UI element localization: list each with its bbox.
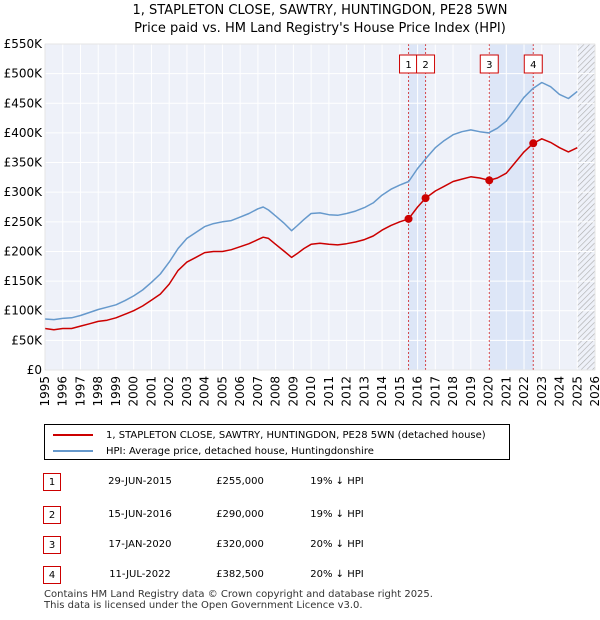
transaction-number: 2 [43,506,61,524]
y-tick-label: £100K [4,304,44,318]
x-tick-label: 2016 [411,376,425,407]
x-tick-label: 2014 [375,376,389,407]
x-tick-label: 2026 [588,376,600,407]
x-tick-label: 2004 [198,376,212,407]
y-tick-label: £0 [27,363,42,377]
x-tick-label: 1995 [38,376,52,407]
legend: 1, STAPLETON CLOSE, SAWTRY, HUNTINGDON, … [44,424,510,460]
y-tick-label: £50K [11,333,43,347]
x-tick-label: 2006 [233,376,247,407]
transaction-date: 11-JUL-2022 [109,569,171,580]
hpi-series-line [44,81,578,321]
x-tick-label: 2017 [428,376,442,407]
x-tick-label: 2005 [215,376,229,407]
x-tick-label: 2025 [570,376,584,407]
x-tick-label: 1999 [109,376,123,407]
annotation-box [479,54,499,74]
transaction-date: 29-JUN-2015 [108,476,172,487]
y-tick-label: £200K [4,244,44,258]
transaction-hpi: 20% ↓ HPI [310,569,364,580]
annotation-box [416,54,436,74]
transaction-hpi: 20% ↓ HPI [310,539,364,550]
future-hatch-area [577,44,595,370]
x-tick-label: 2002 [162,376,176,407]
transaction-marker [485,176,494,185]
transaction-marker [404,214,413,223]
annotation-label: 1 [405,60,411,71]
transaction-marker [529,139,538,148]
y-tick-label: £250K [4,215,44,229]
x-tick-label: 2022 [517,376,531,407]
legend-label-hpi: HPI: Average price, detached house, Hunt… [106,445,374,457]
x-tick-label: 2013 [357,376,371,407]
x-tick-label: 2007 [251,376,265,407]
x-tick-label: 2021 [499,376,513,407]
x-tick-label: 2015 [393,376,407,407]
y-tick-label: £350K [4,156,44,170]
chart-title: 1, STAPLETON CLOSE, SAWTRY, HUNTINGDON, … [132,3,507,18]
x-tick-label: 2011 [322,376,336,407]
x-tick-label: 2012 [340,376,354,407]
x-tick-label: 2003 [180,376,194,407]
annotation-label: 4 [530,60,536,71]
transaction-hpi: 19% ↓ HPI [310,476,364,487]
legend-swatch-blue [53,450,93,452]
y-tick-label: £500K [4,67,44,81]
shaded-range-2 [489,44,534,370]
x-tick-label: 2023 [535,376,549,407]
y-tick-label: £300K [4,185,44,199]
x-tick-label: 2009 [286,376,300,407]
legend-swatch-red [53,434,93,436]
x-tick-label: 2020 [482,376,496,407]
x-tick-label: 2010 [304,376,318,407]
x-tick-label: 2008 [269,376,283,407]
x-tick-label: 2018 [446,376,460,407]
x-tick-label: 2001 [144,376,158,407]
legend-item-hpi: HPI: Average price, detached house, Hunt… [53,443,374,459]
chart-subtitle: Price paid vs. HM Land Registry's House … [134,21,506,36]
annotation-label: 2 [422,60,428,71]
transaction-price: £382,500 [216,569,264,580]
legend-item-property: 1, STAPLETON CLOSE, SAWTRY, HUNTINGDON, … [53,427,486,443]
transaction-date: 15-JUN-2016 [108,509,172,520]
transaction-number: 3 [43,536,61,554]
transaction-price: £290,000 [216,509,264,520]
transaction-marker [421,194,430,203]
plot-frame [44,43,596,371]
y-tick-label: £550K [4,37,44,51]
x-tick-label: 2019 [464,376,478,407]
transaction-number: 4 [43,566,61,584]
y-tick-label: £450K [4,96,44,110]
transaction-number: 1 [43,473,61,491]
transaction-price: £320,000 [216,539,264,550]
x-tick-label: 1997 [73,376,87,407]
x-tick-label: 2024 [553,376,567,407]
price-chart: 1, STAPLETON CLOSE, SAWTRY, HUNTINGDON, … [4,3,600,407]
annotation-label: 3 [486,60,492,71]
x-tick-label: 1996 [56,376,70,407]
annotation-box [523,54,543,74]
footer: Contains HM Land Registry data © Crown c… [44,589,433,611]
y-tick-label: £400K [4,126,44,140]
transaction-date: 17-JAN-2020 [108,539,172,550]
legend-label-property: 1, STAPLETON CLOSE, SAWTRY, HUNTINGDON, … [106,429,486,441]
x-tick-label: 1998 [91,376,105,407]
transaction-price: £255,000 [216,476,264,487]
y-tick-label: £150K [4,274,44,288]
footer-licence: This data is licensed under the Open Gov… [44,600,363,611]
footer-copyright: Contains HM Land Registry data © Crown c… [44,589,433,600]
x-tick-label: 2000 [127,376,141,407]
transaction-hpi: 19% ↓ HPI [310,509,364,520]
